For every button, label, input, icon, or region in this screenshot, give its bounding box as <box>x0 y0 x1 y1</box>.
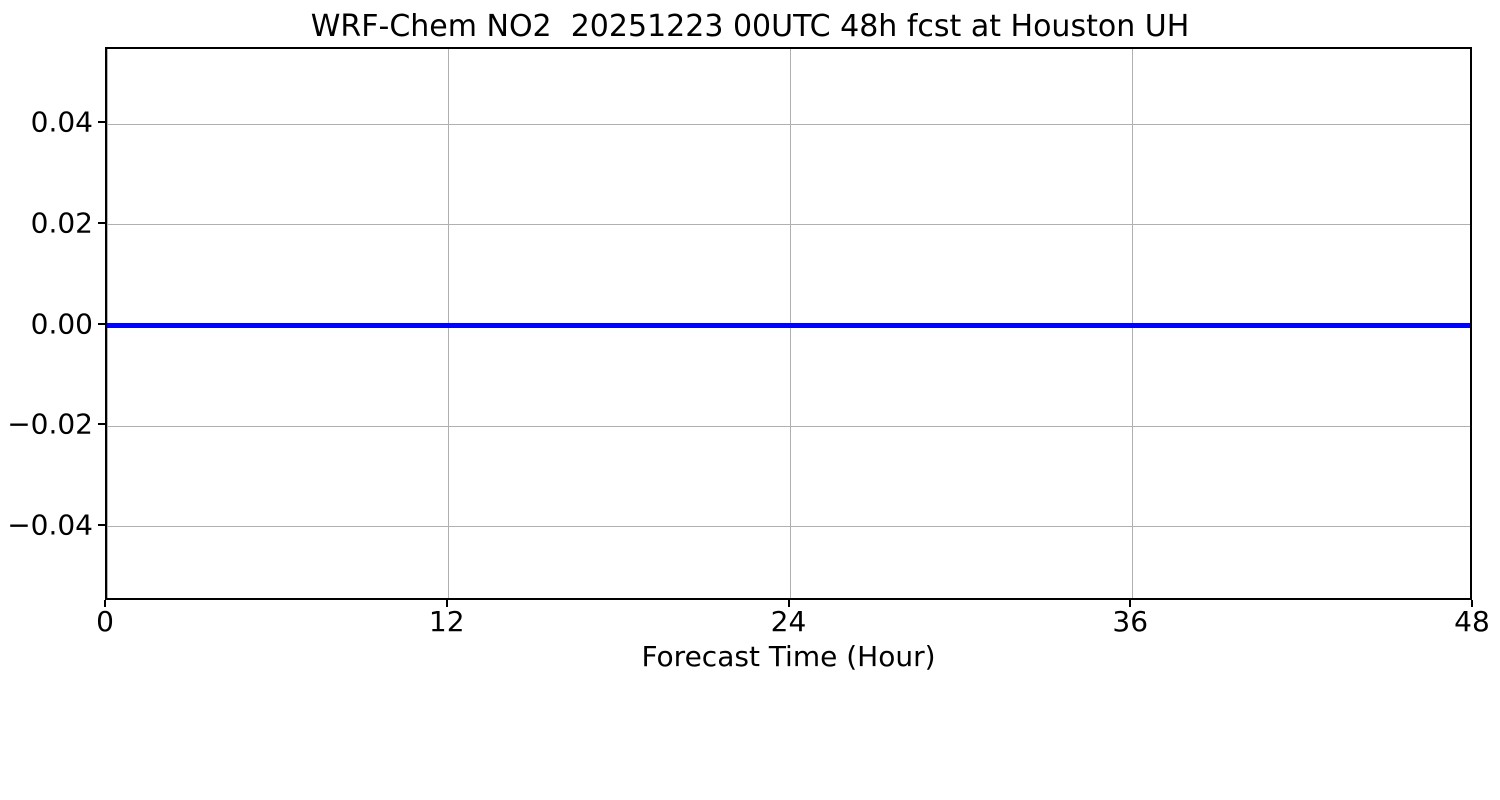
data-line-segment <box>1018 323 1048 328</box>
y-axis-tick-mark <box>98 121 105 124</box>
x-axis-tick-mark <box>104 600 106 607</box>
data-line-segment <box>334 323 364 328</box>
data-line-segment <box>107 323 137 328</box>
data-line-segment <box>904 323 934 328</box>
data-line-segment <box>391 323 421 328</box>
data-line-segment <box>847 323 877 328</box>
gridline-horizontal <box>107 123 1470 125</box>
data-line-segment <box>420 323 450 328</box>
data-line-segment <box>989 323 1019 328</box>
x-axis-tick-mark <box>1129 600 1132 607</box>
x-axis-tick-mark <box>445 600 448 607</box>
data-line-segment <box>1360 323 1390 328</box>
data-line-segment <box>1331 323 1361 328</box>
data-line-segment <box>818 323 849 328</box>
data-line-segment <box>1388 323 1418 328</box>
data-line-segment <box>562 323 592 328</box>
y-axis-tick-mark <box>98 221 105 224</box>
chart-title: WRF-Chem NO2 20251223 00UTC 48h fcst at … <box>310 9 1190 44</box>
x-axis-tick-label: 12 <box>428 605 465 638</box>
x-axis-tick-label: 36 <box>1112 605 1149 638</box>
x-axis-tick-label: 24 <box>770 605 807 638</box>
data-line-segment <box>277 323 307 328</box>
data-line-segment <box>1417 323 1447 328</box>
y-axis-tick-label: −0.04 <box>7 508 93 542</box>
data-line-segment <box>1217 323 1247 328</box>
data-line-segment <box>961 323 991 328</box>
data-series-layer <box>107 49 1470 598</box>
data-line-segment <box>705 323 735 328</box>
data-line-segment <box>220 323 250 328</box>
data-line-segment <box>363 323 393 328</box>
data-line-segment <box>534 323 564 328</box>
data-line-segment <box>1445 323 1470 328</box>
x-axis-tick-mark <box>1471 600 1473 607</box>
data-line-segment <box>1189 323 1219 328</box>
y-axis-tick-mark <box>98 322 105 325</box>
data-line-segment <box>790 323 820 328</box>
x-axis-label: Forecast Time (Hour) <box>641 640 936 673</box>
data-line-segment <box>762 323 792 328</box>
data-line-segment <box>1160 323 1190 328</box>
data-line-segment <box>1075 323 1105 328</box>
gridline-horizontal <box>107 224 1470 226</box>
data-line-segment <box>306 323 336 328</box>
data-line-segment <box>619 323 649 328</box>
data-line-segment <box>875 323 906 328</box>
data-line-segment <box>192 323 222 328</box>
data-line-segment <box>648 323 678 328</box>
data-line-segment <box>477 323 507 328</box>
data-line-segment <box>249 323 279 328</box>
y-axis-tick-label: −0.02 <box>7 407 93 441</box>
gridline-horizontal <box>107 425 1470 427</box>
data-line-segment <box>676 323 706 328</box>
gridline-horizontal <box>107 526 1470 528</box>
data-line-segment <box>591 323 621 328</box>
data-line-segment <box>163 323 194 328</box>
data-line-segment <box>448 323 478 328</box>
data-line-segment <box>1046 323 1076 328</box>
y-axis-tick-labels: 0.04 0.02 0.00 −0.02 −0.04 <box>0 0 93 800</box>
plot-area <box>105 47 1472 600</box>
y-axis-tick-mark <box>98 523 105 526</box>
x-axis-tick-mark <box>787 600 790 607</box>
data-line-segment <box>1246 323 1276 328</box>
data-line-segment <box>1103 323 1133 328</box>
x-axis-tick-label: 48 <box>1454 605 1490 638</box>
data-line-segment <box>135 323 165 328</box>
data-line-segment <box>932 323 962 328</box>
y-axis-tick-mark <box>98 423 105 426</box>
x-axis-tick-label: 0 <box>96 605 114 638</box>
data-line-segment <box>1303 323 1333 328</box>
y-axis-tick-label: 0.00 <box>30 307 93 340</box>
data-line-segment <box>505 323 535 328</box>
data-line-segment <box>1132 323 1162 328</box>
y-axis-tick-label: 0.02 <box>30 206 93 240</box>
data-line-segment <box>733 323 763 328</box>
y-axis-tick-label: 0.04 <box>30 105 93 139</box>
data-line-segment <box>1274 323 1304 328</box>
